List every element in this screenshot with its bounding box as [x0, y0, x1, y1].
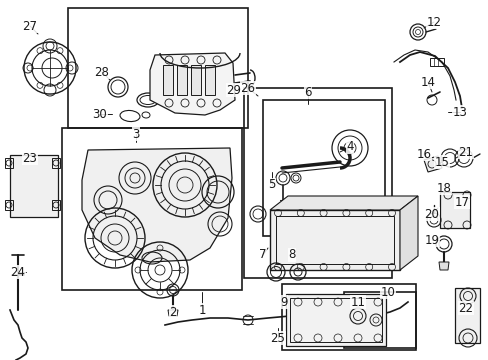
- Text: 2: 2: [169, 306, 176, 319]
- Bar: [244, 88, 391, 278]
- Bar: [5, 200, 13, 210]
- Bar: [52, 200, 60, 210]
- Text: 4: 4: [346, 140, 353, 153]
- Text: 17: 17: [453, 195, 468, 208]
- Polygon shape: [399, 196, 417, 270]
- Text: 15: 15: [434, 156, 448, 168]
- Text: 7: 7: [259, 248, 266, 261]
- Text: 6: 6: [304, 85, 311, 99]
- Polygon shape: [82, 148, 231, 262]
- Text: 10: 10: [380, 285, 395, 298]
- Bar: [191, 65, 201, 95]
- Text: 23: 23: [22, 152, 38, 165]
- Text: 28: 28: [94, 66, 109, 78]
- Text: 24: 24: [10, 266, 25, 279]
- Bar: [269, 210, 399, 270]
- Polygon shape: [269, 196, 417, 210]
- Bar: [282, 284, 415, 350]
- Bar: [429, 58, 443, 66]
- Polygon shape: [423, 156, 441, 172]
- Text: 14: 14: [420, 76, 435, 89]
- Text: 9: 9: [280, 296, 287, 309]
- Text: 5: 5: [268, 179, 275, 192]
- Text: 29: 29: [226, 84, 241, 96]
- Text: 30: 30: [92, 108, 107, 121]
- Text: 11: 11: [350, 296, 365, 309]
- Text: 20: 20: [424, 207, 439, 220]
- Bar: [285, 294, 385, 346]
- Bar: [204, 65, 215, 95]
- Text: 27: 27: [22, 19, 38, 32]
- Bar: [439, 192, 469, 228]
- Text: 3: 3: [132, 127, 140, 140]
- Bar: [163, 65, 173, 95]
- Text: 18: 18: [436, 181, 450, 194]
- Bar: [275, 216, 393, 264]
- Bar: [10, 155, 58, 217]
- Polygon shape: [150, 53, 235, 115]
- Bar: [289, 298, 381, 342]
- Text: 21: 21: [458, 145, 472, 158]
- Text: 16: 16: [416, 148, 430, 161]
- Bar: [263, 100, 384, 236]
- Text: 8: 8: [288, 248, 295, 261]
- Text: 13: 13: [451, 105, 467, 118]
- Bar: [5, 158, 13, 168]
- Bar: [343, 292, 415, 348]
- Text: 19: 19: [424, 234, 439, 247]
- Polygon shape: [438, 262, 448, 270]
- Text: 26: 26: [240, 81, 255, 94]
- Text: 1: 1: [198, 303, 205, 316]
- Bar: [177, 65, 186, 95]
- Text: 22: 22: [458, 302, 472, 315]
- Text: 25: 25: [270, 332, 285, 345]
- Bar: [454, 288, 479, 343]
- Bar: [52, 158, 60, 168]
- Polygon shape: [168, 310, 178, 316]
- Bar: [68, 8, 247, 128]
- Text: 12: 12: [426, 15, 441, 28]
- Bar: [62, 128, 242, 290]
